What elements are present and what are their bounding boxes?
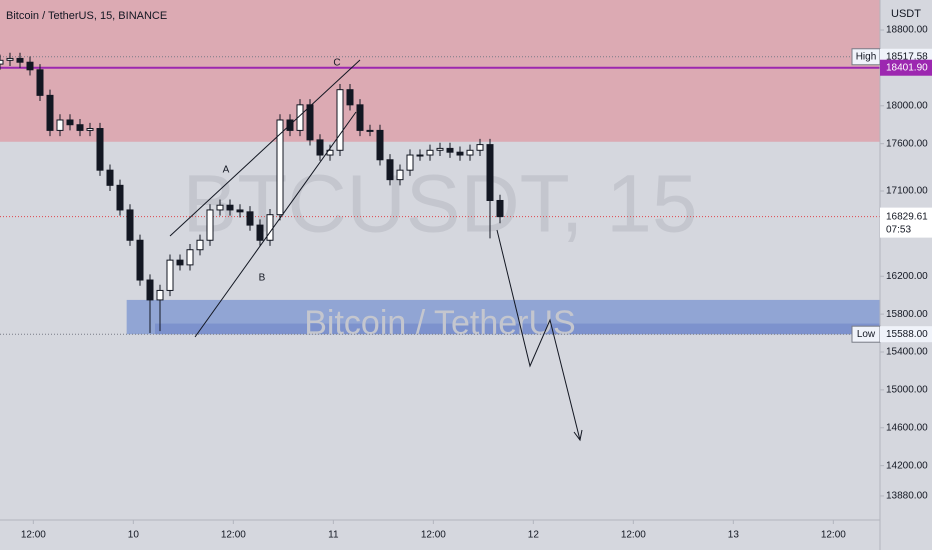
- y-tick-label: 13880.00: [886, 491, 928, 502]
- candle-body: [206, 209, 214, 241]
- candle-body: [56, 119, 64, 131]
- candle-body: [36, 69, 44, 96]
- price-label: 15588.00: [886, 329, 928, 340]
- y-tick-label: 18800.00: [886, 25, 928, 36]
- x-tick-label: 12:00: [221, 530, 246, 541]
- candle-body: [356, 104, 364, 131]
- last-price-label: 16829.61: [886, 211, 928, 222]
- price-label-box: [880, 326, 932, 343]
- price-lines: [0, 56, 880, 335]
- x-tick-label: 12:00: [421, 530, 446, 541]
- currency: USDT: [891, 8, 921, 20]
- y-tick-label: 18000.00: [886, 100, 928, 111]
- candle-body: [246, 211, 254, 226]
- zones: [0, 0, 880, 335]
- x-tick-label: 10: [128, 530, 140, 541]
- time-axis: [0, 520, 880, 550]
- y-tick-label: 17100.00: [886, 186, 928, 197]
- candle-body: [6, 57, 14, 61]
- wedge-upper: [169, 59, 361, 237]
- y-tick-label: 16200.00: [886, 271, 928, 282]
- candle-body: [296, 104, 304, 131]
- candle-body: [216, 204, 224, 211]
- price-line-name: Low: [857, 329, 876, 340]
- candle-body: [186, 249, 194, 266]
- candle-body: [496, 199, 504, 218]
- candle-body: [476, 144, 484, 151]
- y-tick-label: 15400.00: [886, 347, 928, 358]
- price-label: 18517.58: [886, 51, 928, 62]
- price-label-box: [880, 59, 932, 76]
- candle-body: [26, 61, 34, 71]
- price-axis: [880, 0, 932, 550]
- zone: [0, 0, 880, 142]
- x-tick-label: 12: [528, 530, 540, 541]
- candle-body: [266, 214, 274, 241]
- y-tick-label: 14200.00: [886, 460, 928, 471]
- countdown: 07:53: [886, 224, 911, 235]
- label-c: C: [333, 58, 340, 69]
- candle-body: [386, 159, 394, 181]
- candle-body: [406, 154, 414, 171]
- price-label: 18401.90: [886, 62, 928, 73]
- projection: [496, 229, 581, 441]
- label-b: B: [259, 273, 266, 284]
- candle-body: [346, 89, 354, 106]
- x-tick-label: 12:00: [21, 530, 46, 541]
- y-tick-label: 17600.00: [886, 138, 928, 149]
- candle-body: [376, 129, 384, 161]
- candle-body: [446, 147, 454, 153]
- candle-body: [146, 279, 154, 301]
- candle-body: [256, 224, 264, 241]
- candles: [0, 52, 504, 334]
- x-tick-label: 12:00: [821, 530, 846, 541]
- candle-body: [456, 151, 464, 156]
- candle-body: [136, 239, 144, 281]
- chart-title: Bitcoin / TetherUS, 15, BINANCE: [6, 10, 167, 22]
- candle-body: [156, 289, 164, 301]
- y-tick-label: 14600.00: [886, 422, 928, 433]
- candle-body: [16, 57, 24, 63]
- candle-body: [106, 169, 114, 186]
- candle-body: [86, 128, 94, 131]
- candle-body: [466, 149, 474, 156]
- candle-body: [66, 119, 74, 126]
- candle-body: [126, 209, 134, 241]
- candle-body: [436, 147, 444, 151]
- y-tick-label: 15000.00: [886, 385, 928, 396]
- zone: [155, 323, 880, 335]
- x-tick-label: 13: [728, 530, 740, 541]
- last-price-box: [880, 207, 932, 238]
- candle-body: [336, 89, 344, 151]
- candle-body: [166, 259, 174, 291]
- candle-body: [316, 139, 324, 156]
- y-tick-label: 15800.00: [886, 309, 928, 320]
- candle-body: [486, 144, 494, 201]
- candle-body: [426, 149, 434, 156]
- candle-body: [76, 124, 84, 131]
- candle-body: [306, 104, 314, 141]
- candle-body: [116, 184, 124, 211]
- candle-body: [176, 259, 184, 266]
- candle-body: [226, 204, 234, 211]
- candle-body: [196, 239, 204, 251]
- watermark-sub: Bitcoin / TetherUS: [304, 304, 576, 342]
- candle-body: [276, 119, 284, 216]
- x-tick-label: 11: [328, 530, 339, 541]
- drawings: [169, 59, 583, 442]
- candle-body: [416, 154, 424, 157]
- price-line-name: High: [856, 51, 877, 62]
- candle-body: [366, 129, 374, 132]
- axis-labels: 18800.00 18000.00 17600.00 17100.00 16200.00…: [21, 25, 932, 541]
- arrow-head: [573, 429, 583, 442]
- wedge-lower: [194, 111, 357, 338]
- candle-body: [396, 169, 404, 181]
- candle-body: [46, 94, 54, 131]
- label-a: A: [223, 165, 230, 176]
- candle-body: [236, 209, 244, 213]
- x-tick-label: 12:00: [621, 530, 646, 541]
- candle-body: [96, 128, 104, 171]
- candle-body: [0, 59, 4, 65]
